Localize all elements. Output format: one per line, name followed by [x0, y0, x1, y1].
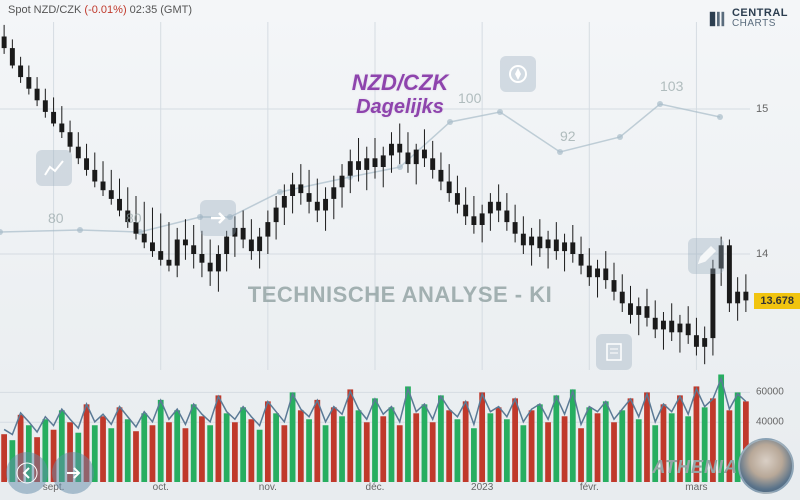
wm-arrow-icon	[200, 200, 236, 236]
x-tick: nov.	[259, 482, 277, 493]
x-tick: mars	[685, 482, 707, 493]
wm-pencil-icon	[688, 238, 724, 274]
wm-number: 103	[660, 78, 683, 94]
bottom-toolbar	[6, 452, 94, 494]
vol-tick: 60000	[756, 387, 784, 398]
timestamp: 02:35 (GMT)	[130, 4, 192, 16]
x-axis: sept.oct.nov.déc.2023févr.mars	[0, 482, 750, 500]
chart-title: NZD/CZK Dagelijks	[352, 70, 449, 119]
wm-number: 92	[560, 128, 576, 144]
nav-back-button[interactable]	[6, 452, 48, 494]
topbar: Spot NZD/CZK (-0.01%) 02:35 (GMT)	[8, 4, 192, 16]
y-tick: 14	[756, 248, 768, 260]
x-tick: 2023	[471, 482, 493, 493]
x-tick: févr.	[580, 482, 599, 493]
wm-number: 80	[126, 210, 142, 226]
last-price-value: 13.678	[760, 295, 794, 307]
pair-label: Spot NZD/CZK	[8, 4, 81, 16]
y-tick: 15	[756, 103, 768, 115]
wm-number: 100	[458, 90, 481, 106]
watermark-text: TECHNISCHE ANALYSE - KI	[248, 282, 552, 308]
wm-compass-icon	[500, 56, 536, 92]
volume-chart[interactable]	[0, 370, 750, 482]
wm-number: 80	[48, 210, 64, 226]
nav-forward-button[interactable]	[52, 452, 94, 494]
vol-tick: 40000	[756, 417, 784, 428]
last-price-tag: 13.678	[754, 293, 800, 309]
title-line1: NZD/CZK	[352, 70, 449, 95]
athenia-label: ATHENIA	[652, 457, 738, 478]
wm-doc-icon	[596, 334, 632, 370]
avatar-icon[interactable]	[738, 438, 794, 494]
pct-change: (-0.01%)	[84, 4, 126, 16]
y-axis: 1514	[752, 22, 800, 370]
wm-chart-icon	[36, 150, 72, 186]
chart-container: Spot NZD/CZK (-0.01%) 02:35 (GMT) CENTRA…	[0, 0, 800, 500]
x-tick: déc.	[366, 482, 385, 493]
x-tick: oct.	[153, 482, 169, 493]
title-line2: Dagelijks	[352, 96, 449, 119]
volume-svg	[0, 370, 750, 482]
